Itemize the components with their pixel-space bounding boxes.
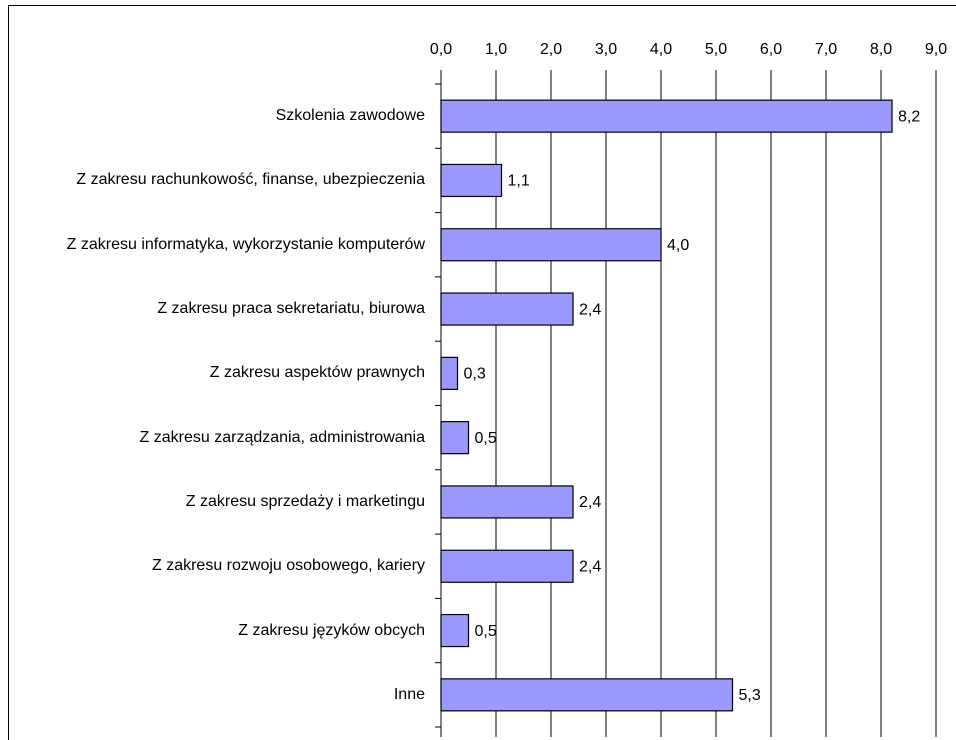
value-label: 5,3 xyxy=(739,687,761,704)
value-label: 2,4 xyxy=(579,558,601,575)
bar xyxy=(440,163,503,198)
category-label: Z zakresu aspektów prawnych xyxy=(209,364,425,382)
category-label: Z zakresu języków obcych xyxy=(238,621,425,639)
value-label: 0,5 xyxy=(475,430,497,447)
value-label: 4,0 xyxy=(667,237,689,254)
category-label: Z zakresu praca sekretariatu, biurowa xyxy=(157,300,425,318)
x-tick-label: 3,0 xyxy=(595,41,617,58)
category-label: Z zakresu informatyka, wykorzystanie kom… xyxy=(66,235,425,253)
x-tick-label: 8,0 xyxy=(870,41,892,58)
bar xyxy=(440,356,459,390)
x-tick-label: 0,0 xyxy=(430,41,452,58)
value-label: 1,1 xyxy=(508,173,530,190)
bar xyxy=(440,613,470,648)
value-label: 2,4 xyxy=(579,301,601,318)
x-tick-label: 5,0 xyxy=(705,41,727,58)
x-tick-label: 6,0 xyxy=(760,41,782,58)
bar xyxy=(440,292,574,326)
value-label: 8,2 xyxy=(898,108,920,125)
bar xyxy=(440,549,574,583)
x-tick-label: 7,0 xyxy=(815,41,837,58)
bar xyxy=(440,228,662,262)
value-label: 2,4 xyxy=(579,494,601,511)
category-label: Z zakresu sprzedaży i marketingu xyxy=(185,492,425,510)
category-label: Inne xyxy=(393,685,425,703)
x-tick-label: 9,0 xyxy=(925,41,947,58)
frame xyxy=(8,5,956,740)
value-label: 0,5 xyxy=(475,623,497,640)
bar xyxy=(440,485,574,519)
value-label: 0,3 xyxy=(464,366,486,383)
x-tick-label: 1,0 xyxy=(485,41,507,58)
x-tick-label: 4,0 xyxy=(650,41,672,58)
bar xyxy=(440,99,893,133)
x-tick-label: 2,0 xyxy=(540,41,562,58)
category-label: Z zakresu rachunkowość, finanse, ubezpie… xyxy=(76,171,425,189)
category-label: Szkolenia zawodowe xyxy=(275,107,425,125)
category-label: Z zakresu zarządzania, administrowania xyxy=(139,428,425,446)
bar xyxy=(440,678,734,712)
bar xyxy=(440,421,470,455)
category-label: Z zakresu rozwoju osobowego, kariery xyxy=(151,557,425,575)
